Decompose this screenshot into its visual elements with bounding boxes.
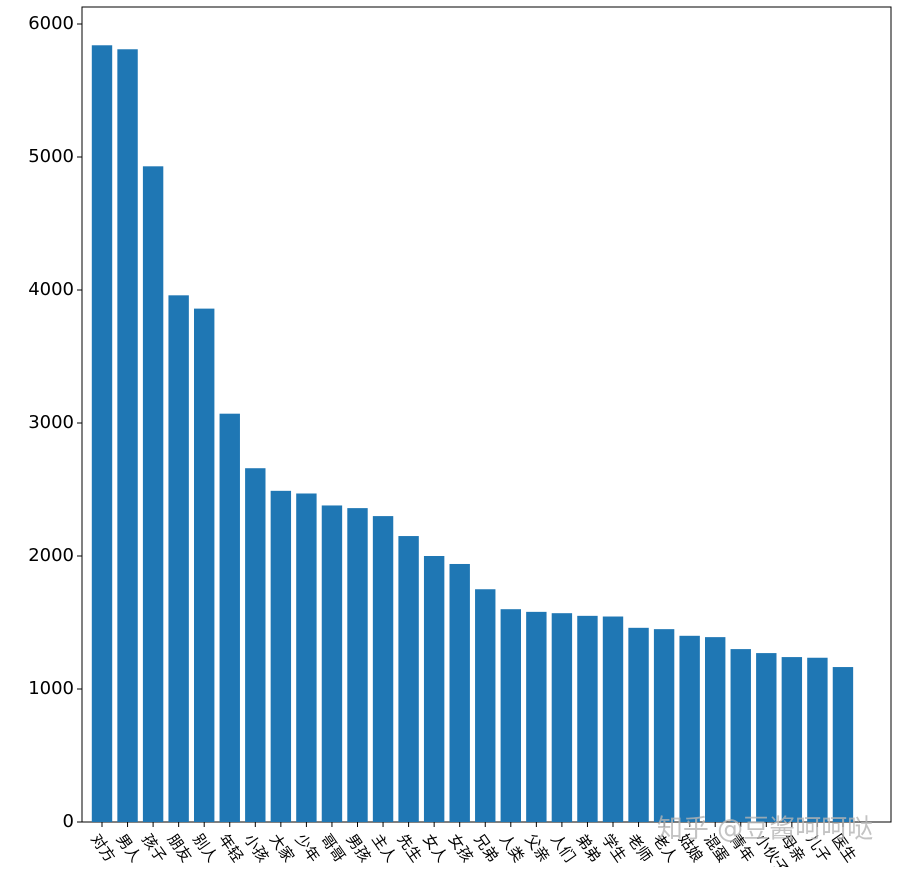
x-tick-label: 男人 (113, 831, 145, 866)
y-tick-label: 6000 (28, 13, 74, 34)
x-tick-label: 父亲 (521, 831, 553, 866)
x-tick-label: 哥哥 (317, 831, 349, 866)
bar (679, 635, 700, 822)
bar (500, 609, 521, 822)
bar (602, 616, 624, 822)
x-tick-label: 少年 (291, 831, 323, 866)
bar (194, 308, 215, 822)
y-tick-label: 0 (63, 811, 74, 832)
x-tick-label: 小孩 (240, 831, 272, 866)
bar (296, 493, 317, 822)
x-tick-label: 女孩 (445, 831, 477, 866)
watermark: 知乎 @豆酱呵呵哒 (657, 815, 873, 845)
y-tick-label: 5000 (28, 146, 74, 167)
x-tick-label: 大家 (266, 831, 298, 866)
bar (577, 615, 598, 822)
bar (628, 627, 649, 822)
bar (730, 649, 751, 822)
bar (372, 516, 394, 822)
x-tick-label: 别人 (189, 831, 221, 866)
bar (117, 49, 138, 822)
bar (423, 556, 445, 822)
x-tick-label: 兄弟 (470, 831, 502, 866)
x-tick-label: 人类 (496, 831, 528, 866)
bar (832, 667, 854, 822)
bar (398, 536, 419, 822)
x-tick-label: 年轻 (215, 831, 247, 866)
bar (653, 629, 675, 822)
x-tick-label: 先生 (394, 831, 426, 866)
bar (270, 490, 292, 822)
y-tick-label: 2000 (28, 545, 74, 566)
bar (168, 295, 189, 822)
bar (705, 637, 726, 822)
bar (347, 508, 368, 822)
bar (475, 589, 496, 822)
x-tick-label: 男孩 (343, 831, 375, 866)
bar (781, 657, 803, 822)
x-tick-label: 女人 (419, 831, 451, 866)
bar (526, 611, 547, 822)
x-tick-label: 对方 (87, 831, 119, 866)
bar (551, 613, 573, 822)
y-tick-label: 3000 (28, 412, 74, 433)
y-tick-label: 4000 (28, 279, 74, 300)
bar (91, 45, 113, 822)
x-tick-label: 弟弟 (572, 831, 604, 866)
x-tick-label: 老师 (624, 831, 656, 866)
x-tick-label: 孩子 (138, 831, 170, 866)
bar (142, 166, 164, 822)
x-tick-label: 朋友 (164, 831, 196, 866)
bar (219, 413, 240, 822)
bar (756, 653, 777, 822)
x-tick-label: 主人 (368, 831, 400, 866)
y-tick-label: 1000 (28, 678, 74, 699)
bar (245, 468, 266, 822)
bar (321, 505, 343, 822)
x-tick-label: 学生 (598, 831, 630, 866)
bar (449, 563, 470, 822)
bar (807, 657, 828, 822)
x-tick-label: 人们 (547, 831, 579, 866)
